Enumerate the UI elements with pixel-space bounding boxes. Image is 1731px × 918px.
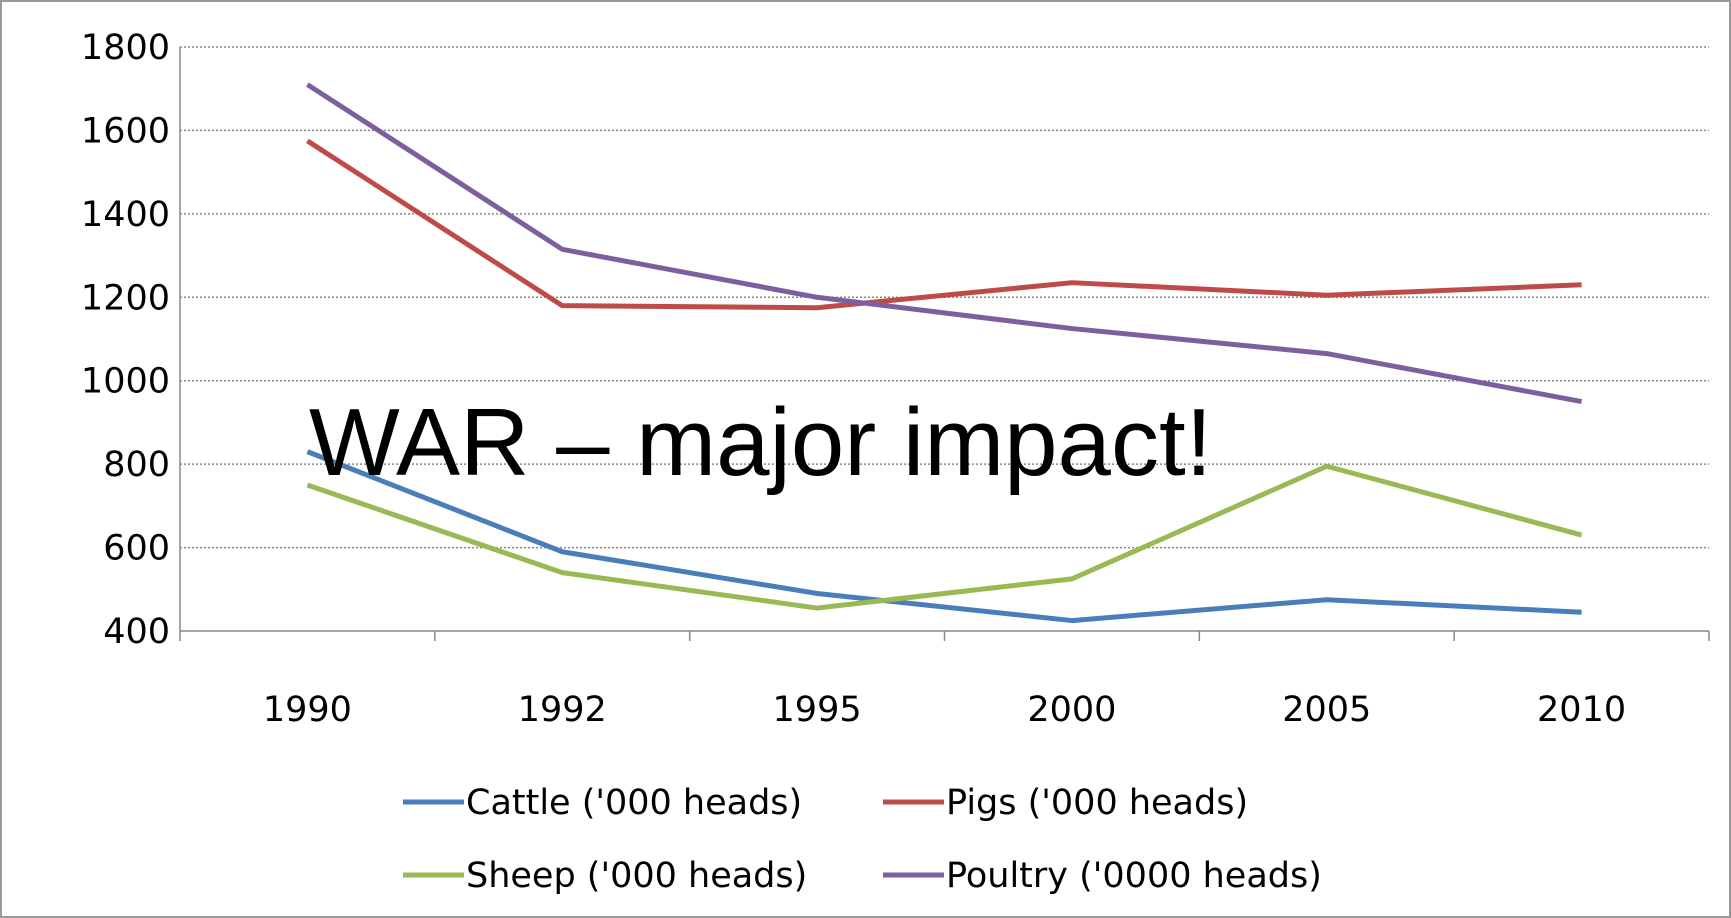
series-line [306,82,1583,405]
x-tick-label: 2010 [1537,690,1626,730]
y-tick-label: 1200 [81,278,170,318]
legend-label: Pigs ('000 heads) [946,783,1248,823]
y-tick-label: 600 [103,529,170,569]
y-tick-label: 400 [103,612,170,652]
legend-label: Cattle ('000 heads) [466,783,802,823]
y-tick-label: 1000 [81,362,170,402]
x-tick-label: 1992 [518,690,607,730]
x-tick-label: 2000 [1027,690,1116,730]
x-tick-label: 1990 [263,690,352,730]
x-tick-label: 2005 [1282,690,1371,730]
y-tick-label: 1800 [81,28,170,68]
series-line [306,449,1582,624]
annotation: WAR – major impact! [309,389,1212,496]
legend-label: Poultry ('0000 heads) [946,856,1322,896]
legend-label: Sheep ('000 heads) [466,856,807,896]
series-line [306,463,1583,611]
y-tick-label: 800 [103,445,170,485]
x-tick-label: 1995 [773,690,862,730]
y-tick-label: 1600 [81,111,170,151]
series-line [306,138,1582,311]
y-tick-label: 1400 [81,195,170,235]
